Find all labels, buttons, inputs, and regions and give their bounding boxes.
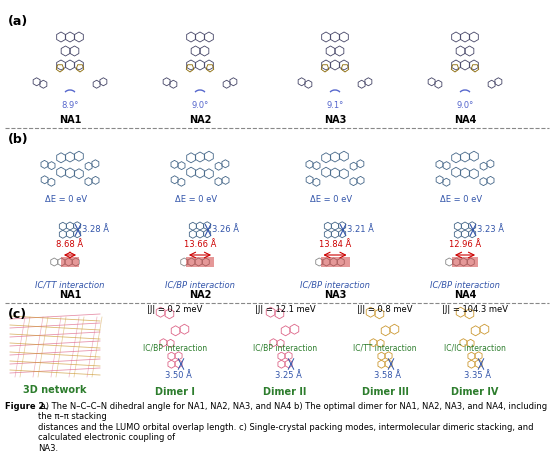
Text: NA3: NA3 bbox=[324, 115, 346, 125]
Text: ΔE = 0 eV: ΔE = 0 eV bbox=[175, 196, 217, 204]
Text: 3.35 Å: 3.35 Å bbox=[464, 371, 491, 380]
Bar bbox=[186, 257, 214, 267]
Text: 3.25 Å: 3.25 Å bbox=[275, 371, 301, 380]
Text: Dimer I: Dimer I bbox=[155, 387, 195, 397]
Text: 3D network: 3D network bbox=[23, 385, 87, 395]
Text: (b): (b) bbox=[8, 133, 29, 146]
Text: ΔE = 0 eV: ΔE = 0 eV bbox=[45, 196, 87, 204]
Text: 9.1°: 9.1° bbox=[326, 101, 343, 110]
Text: IC/IC interaction: IC/IC interaction bbox=[444, 344, 506, 352]
Text: 13.84 Å: 13.84 Å bbox=[319, 240, 351, 249]
Text: IC/TT interaction: IC/TT interaction bbox=[353, 344, 417, 352]
Text: NA1: NA1 bbox=[59, 290, 81, 300]
Text: Dimer IV: Dimer IV bbox=[452, 387, 499, 397]
Text: 3.23 Å: 3.23 Å bbox=[477, 225, 504, 234]
Text: 9.0°: 9.0° bbox=[456, 101, 474, 110]
Text: IC/BP interaction: IC/BP interaction bbox=[430, 281, 500, 289]
Text: IC/BP interaction: IC/BP interaction bbox=[165, 281, 235, 289]
Bar bbox=[61, 257, 79, 267]
Text: NA1: NA1 bbox=[59, 115, 81, 125]
Text: |J| = 0.8 meV: |J| = 0.8 meV bbox=[357, 304, 413, 314]
Text: (a): (a) bbox=[8, 15, 28, 28]
Text: 3.21 Å: 3.21 Å bbox=[347, 225, 374, 234]
Text: Dimer III: Dimer III bbox=[362, 387, 408, 397]
Text: 3.50 Å: 3.50 Å bbox=[165, 371, 192, 380]
Text: NA4: NA4 bbox=[454, 115, 476, 125]
Text: 3.58 Å: 3.58 Å bbox=[375, 371, 402, 380]
Text: 8.68 Å: 8.68 Å bbox=[57, 240, 84, 249]
Text: 9.0°: 9.0° bbox=[191, 101, 209, 110]
Text: 8.9°: 8.9° bbox=[61, 101, 79, 110]
Text: a) The N–C–C–N dihedral angle for NA1, NA2, NA3, and NA4 b) The optimal dimer fo: a) The N–C–C–N dihedral angle for NA1, N… bbox=[38, 402, 547, 452]
Text: Figure 2.: Figure 2. bbox=[5, 402, 48, 411]
Bar bbox=[321, 257, 350, 267]
Text: NA2: NA2 bbox=[189, 115, 211, 125]
Text: |J| = 104.3 meV: |J| = 104.3 meV bbox=[442, 304, 508, 314]
Text: |J| = 12.1 meV: |J| = 12.1 meV bbox=[255, 304, 315, 314]
Text: IC/BP interaction: IC/BP interaction bbox=[300, 281, 370, 289]
Text: 13.66 Å: 13.66 Å bbox=[184, 240, 216, 249]
Text: NA2: NA2 bbox=[189, 290, 211, 300]
Text: IC/TT interaction: IC/TT interaction bbox=[35, 281, 105, 289]
Bar bbox=[452, 257, 478, 267]
Text: 3.26 Å: 3.26 Å bbox=[212, 225, 239, 234]
Text: 3.28 Å: 3.28 Å bbox=[82, 225, 109, 234]
Text: (c): (c) bbox=[8, 308, 27, 321]
Text: IC/BP interaction: IC/BP interaction bbox=[253, 344, 317, 352]
Text: ΔE = 0 eV: ΔE = 0 eV bbox=[440, 196, 482, 204]
Text: ΔE = 0 eV: ΔE = 0 eV bbox=[310, 196, 352, 204]
Text: 12.96 Å: 12.96 Å bbox=[449, 240, 481, 249]
Text: Dimer II: Dimer II bbox=[263, 387, 307, 397]
Text: IC/BP interaction: IC/BP interaction bbox=[143, 344, 207, 352]
Text: NA3: NA3 bbox=[324, 290, 346, 300]
Text: |J| = 0.2 meV: |J| = 0.2 meV bbox=[147, 304, 203, 314]
Text: NA4: NA4 bbox=[454, 290, 476, 300]
